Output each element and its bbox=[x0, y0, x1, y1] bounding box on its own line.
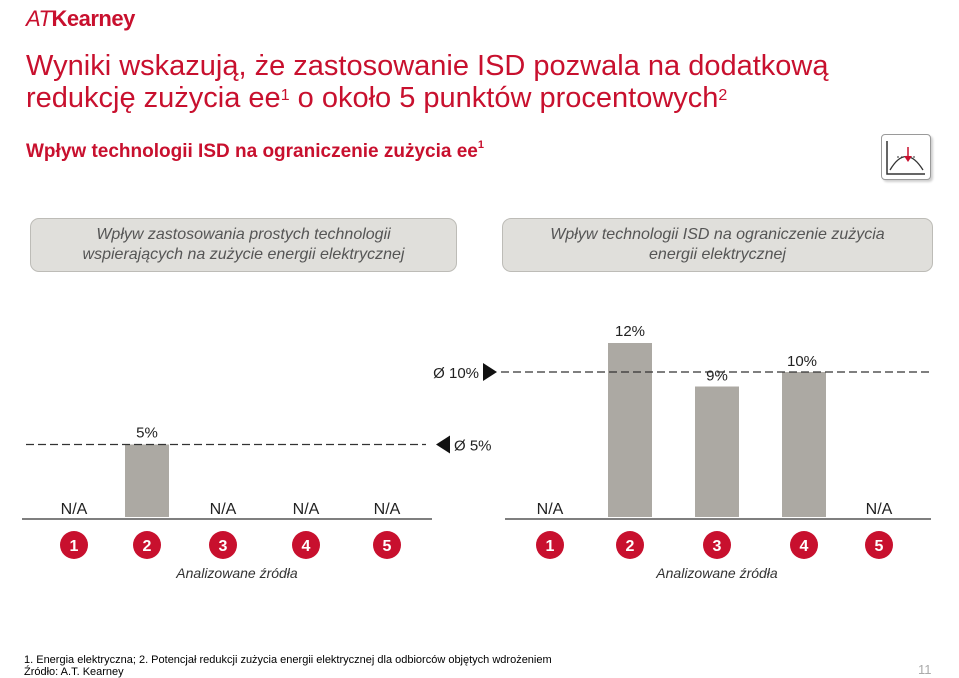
source-note: Źródło: A.T. Kearney bbox=[24, 666, 124, 678]
x-axis-label-2: Analizowane źródła bbox=[655, 565, 778, 581]
na-label-1-3: N/A bbox=[210, 501, 237, 518]
average-marker-1 bbox=[436, 435, 450, 454]
tick-label-2-2: 2 bbox=[626, 538, 635, 555]
title-line-2: redukcję zużycia ee1 o około 5 punktów p… bbox=[26, 82, 728, 114]
data-label-2-2: 12% bbox=[615, 323, 645, 340]
category-marker-2-3 bbox=[703, 531, 731, 559]
right-panel-title: Wpływ technologii ISD na ograniczenie zu… bbox=[550, 226, 885, 263]
left-panel-header: Wpływ zastosowania prostych technologii … bbox=[30, 218, 457, 272]
category-marker-2-4 bbox=[790, 531, 818, 559]
tick-label-1-3: 3 bbox=[219, 538, 228, 555]
tick-label-2-5: 5 bbox=[875, 538, 884, 555]
chart-subtitle: Wpływ technologii ISD na ograniczenie zu… bbox=[26, 139, 484, 162]
title-line-1: Wyniki wskazują, że zastosowanie ISD poz… bbox=[26, 50, 829, 82]
bar-1-2 bbox=[125, 444, 169, 517]
footnote: 1. Energia elektryczna; 2. Potencjał red… bbox=[24, 654, 552, 666]
average-label-1: Ø 5% bbox=[454, 438, 492, 455]
category-marker-1-5 bbox=[373, 531, 401, 559]
tick-label-1-4: 4 bbox=[302, 538, 311, 555]
tick-label-2-3: 3 bbox=[713, 538, 722, 555]
average-label-2: Ø 10% bbox=[433, 365, 479, 382]
company-logo: ATKearney bbox=[26, 6, 135, 31]
na-label-1-1: N/A bbox=[61, 501, 88, 518]
right-panel-header: Wpływ technologii ISD na ograniczenie zu… bbox=[502, 218, 933, 272]
na-label-1-5: N/A bbox=[374, 501, 401, 518]
na-label-1-4: N/A bbox=[293, 501, 320, 518]
bar-2-4 bbox=[782, 372, 826, 517]
x-axis-label-1: Analizowane źródła bbox=[175, 565, 298, 581]
category-marker-1-3 bbox=[209, 531, 237, 559]
tick-label-1-1: 1 bbox=[70, 538, 79, 555]
category-marker-1-2 bbox=[133, 531, 161, 559]
tick-label-1-2: 2 bbox=[143, 538, 152, 555]
chart-curve-icon bbox=[881, 134, 931, 180]
data-label-2-4: 10% bbox=[787, 353, 817, 370]
category-marker-1-1 bbox=[60, 531, 88, 559]
category-marker-2-1 bbox=[536, 531, 564, 559]
page-title: Wyniki wskazują, że zastosowanie ISD poz… bbox=[26, 50, 926, 114]
left-panel-title: Wpływ zastosowania prostych technologii … bbox=[82, 226, 405, 263]
category-marker-2-2 bbox=[616, 531, 644, 559]
bar-2-3 bbox=[695, 386, 739, 517]
tick-label-1-5: 5 bbox=[383, 538, 392, 555]
na-label-2-1: N/A bbox=[537, 501, 564, 518]
tick-label-2-1: 1 bbox=[546, 538, 555, 555]
data-label-1-2: 5% bbox=[136, 425, 158, 442]
na-label-2-5: N/A bbox=[866, 501, 893, 518]
category-marker-1-4 bbox=[292, 531, 320, 559]
tick-label-2-4: 4 bbox=[800, 538, 809, 555]
average-marker-2 bbox=[483, 363, 497, 381]
page-number: 11 bbox=[918, 662, 932, 677]
data-label-2-3: 9% bbox=[706, 368, 728, 385]
category-marker-2-5 bbox=[865, 531, 893, 559]
bar-2-2 bbox=[608, 343, 652, 517]
